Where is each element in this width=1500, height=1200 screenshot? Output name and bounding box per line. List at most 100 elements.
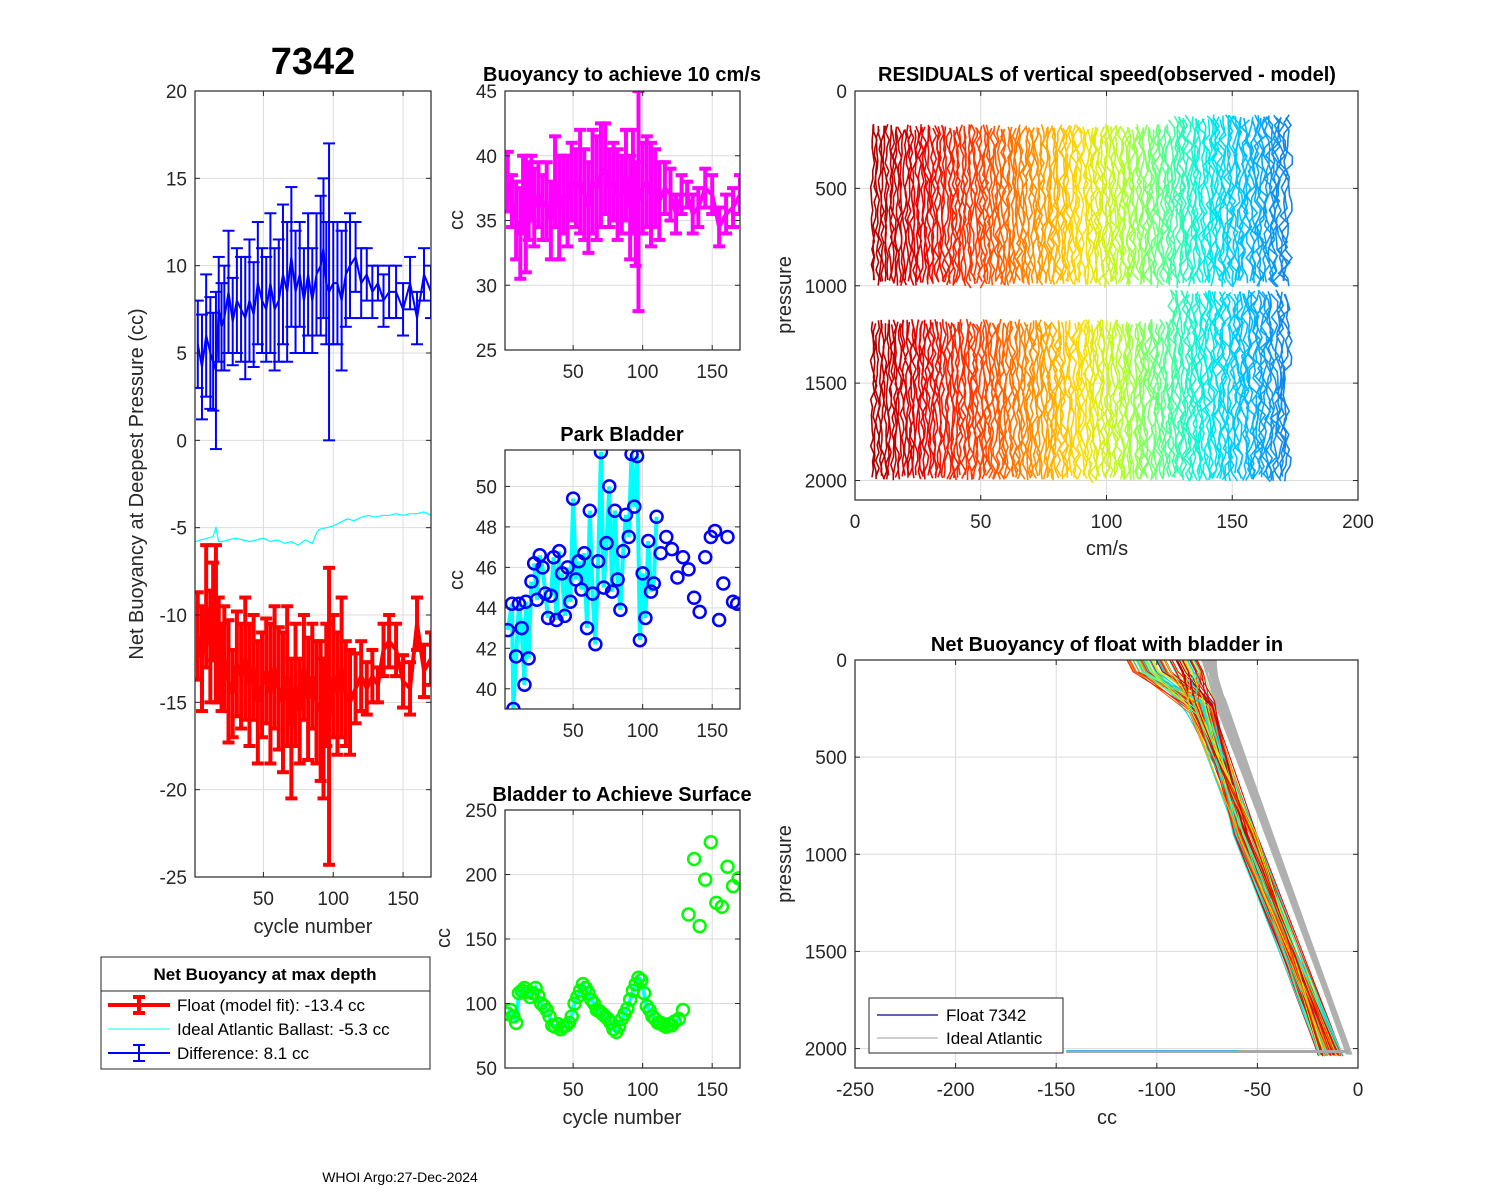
y-tick-label: 250 <box>465 801 497 822</box>
y-tick-label: 0 <box>176 431 187 452</box>
data-point <box>703 835 719 850</box>
residual-profile <box>1096 126 1106 283</box>
data-point <box>593 450 609 460</box>
residual-profile <box>1279 114 1292 287</box>
x-axis-label: cc <box>1097 1107 1117 1129</box>
errorbar <box>323 565 336 867</box>
residual-profile <box>1025 127 1034 284</box>
y-axis-label: cc <box>433 928 455 948</box>
errorbar <box>204 296 217 410</box>
data-point <box>635 566 650 581</box>
y-tick-label: -15 <box>160 693 187 714</box>
residual-profile <box>903 319 911 476</box>
data-point <box>590 554 606 569</box>
data-point <box>631 970 646 985</box>
errorbar <box>383 613 396 670</box>
data-point <box>627 499 642 514</box>
y-tick-label: 500 <box>815 179 847 200</box>
residual-profile <box>1272 293 1284 482</box>
residual-profile <box>1130 124 1140 281</box>
residual-profile <box>1065 320 1073 477</box>
residual-profile <box>1145 129 1155 286</box>
residual-profile <box>1072 128 1081 285</box>
x-tick-label: 200 <box>1342 512 1374 533</box>
y-axis-label: pressure <box>774 825 796 903</box>
ideal-atlantic-profile <box>1202 660 1348 1055</box>
residual-profile <box>986 127 994 285</box>
x-tick-label: 50 <box>970 512 991 533</box>
errorbar <box>411 595 424 652</box>
y-axis-label: Net Buoyancy at Deepest Pressure (cc) <box>126 308 148 659</box>
connector-line <box>618 551 626 610</box>
residual-profile <box>1028 320 1037 477</box>
x-tick-label: 150 <box>1216 512 1248 533</box>
connector-line <box>646 540 654 592</box>
data-point <box>659 529 674 545</box>
x-tick-label: 50 <box>563 721 584 742</box>
residual-profile <box>1035 128 1044 286</box>
errorbar <box>390 621 403 679</box>
data-point <box>632 632 648 648</box>
residual-profile <box>891 126 898 283</box>
data-point <box>731 871 740 886</box>
errorbar <box>360 247 373 302</box>
x-tick-label: 100 <box>627 362 659 383</box>
data-point <box>714 899 730 914</box>
residual-profile <box>1238 117 1249 282</box>
footer-credit: WHOI Argo:27-Dec-2024 <box>322 1169 478 1185</box>
residual-profile <box>1094 319 1103 476</box>
axes-box <box>504 449 741 710</box>
residual-profile <box>957 319 965 476</box>
x-tick-label: 150 <box>387 889 419 910</box>
data-point <box>638 610 653 626</box>
residual-profile <box>911 321 918 479</box>
residual-profile <box>1160 127 1170 284</box>
connector-line <box>612 510 620 580</box>
residual-profile <box>894 129 901 286</box>
series-bladder-surface <box>505 835 740 1040</box>
residual-profile <box>1205 118 1215 283</box>
legend-net-buoyancy: Net Buoyancy at max depth Float (model fi… <box>100 956 431 1070</box>
residual-profile <box>899 129 905 286</box>
residual-profile <box>1140 322 1150 479</box>
y-tick-label: -5 <box>170 519 187 540</box>
y-tick-label: 50 <box>476 1059 497 1080</box>
residual-profile <box>1029 127 1036 284</box>
data-point <box>646 576 662 591</box>
residual-profile <box>913 319 920 476</box>
residual-profile <box>1054 124 1064 281</box>
residual-profile <box>1079 126 1088 283</box>
residual-profile <box>1111 125 1121 282</box>
data-point <box>505 622 516 638</box>
errorbar <box>692 186 705 229</box>
y-tick-label: -20 <box>160 781 187 802</box>
float-profile <box>1186 660 1329 1057</box>
data-point <box>611 1019 627 1034</box>
errorbar <box>397 282 410 337</box>
residual-profile <box>869 321 876 478</box>
axes-buoyancy-10cms: 50 100 150 25 30 35 40 45 <box>476 82 741 383</box>
residual-profile <box>916 124 923 281</box>
chart-title: Bladder to Achieve Surface <box>492 784 751 806</box>
residual-profile <box>1060 321 1069 478</box>
residual-profile <box>882 323 888 480</box>
data-point <box>517 677 532 692</box>
residual-profile <box>1228 114 1239 287</box>
errorbar <box>344 647 357 757</box>
residual-profile <box>1088 324 1098 481</box>
legend-entry-label: Ideal Atlantic Ballast: -5.3 cc <box>177 1020 390 1039</box>
residual-profile <box>1021 125 1029 282</box>
residual-profile <box>1015 126 1024 283</box>
residual-profile <box>1091 323 1100 481</box>
y-tick-label: 42 <box>476 639 497 660</box>
y-tick-label: 500 <box>815 748 847 769</box>
residual-profile <box>904 124 910 281</box>
residual-profile <box>1218 115 1227 287</box>
residual-profile <box>1004 322 1011 479</box>
x-tick-label: -200 <box>937 1080 975 1101</box>
residual-profile <box>925 319 932 476</box>
residual-profile <box>952 323 960 481</box>
residual-profile <box>940 319 947 476</box>
errorbar <box>349 221 362 293</box>
data-point <box>602 479 617 494</box>
